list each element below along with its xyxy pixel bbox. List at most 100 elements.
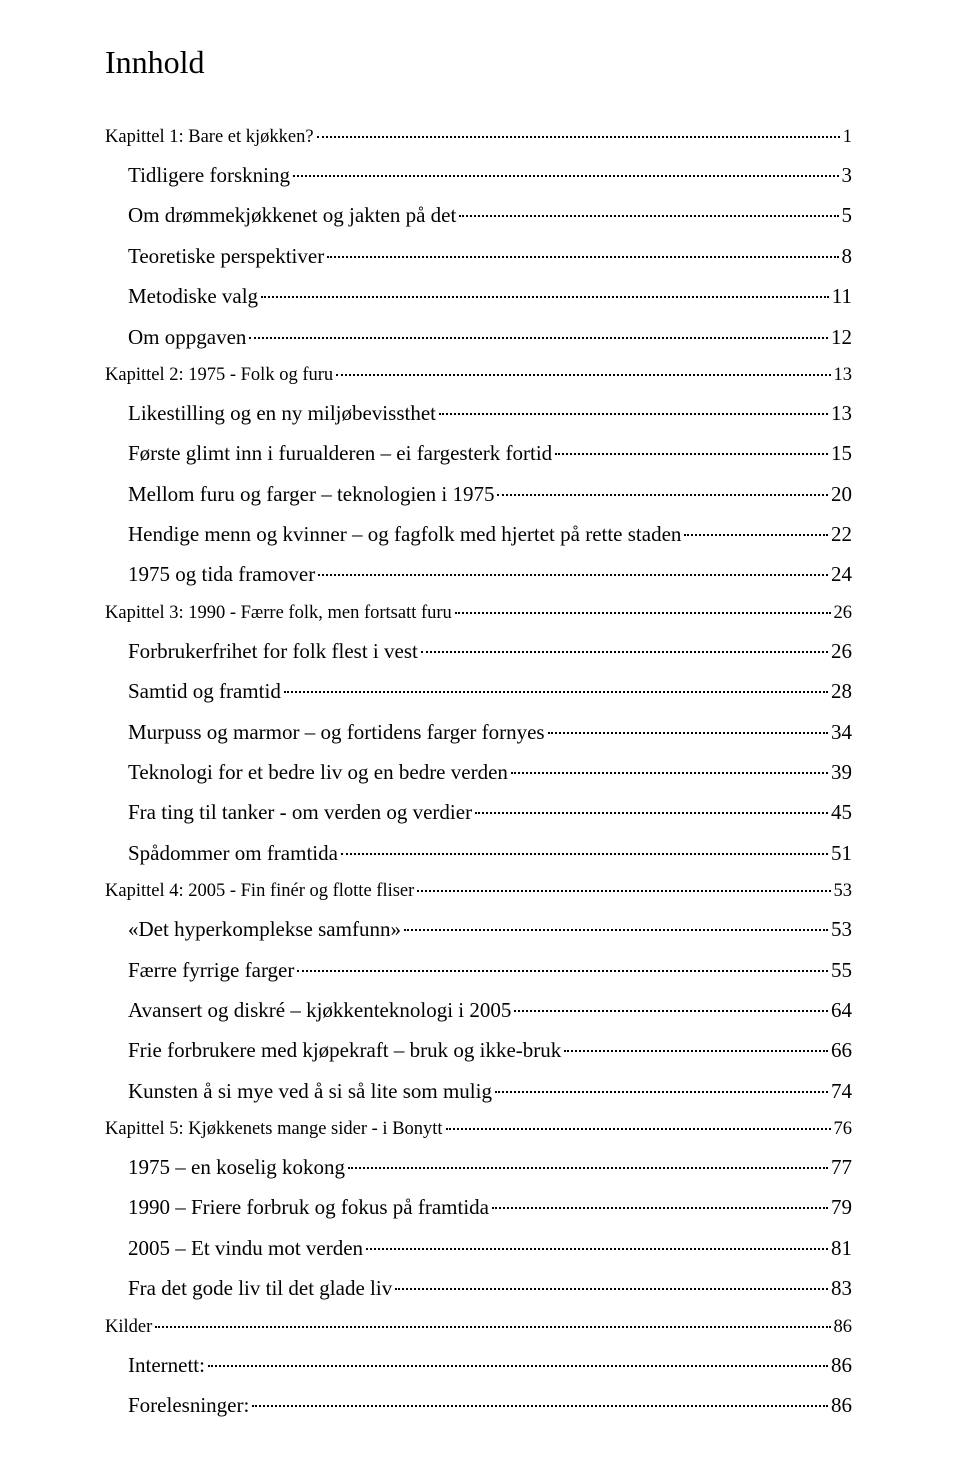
toc-entry-label: 1990 – Friere forbruk og fokus på framti… — [128, 1193, 489, 1222]
toc-sub-entry: 1975 og tida framover 24 — [105, 560, 852, 589]
toc-entry-label: Tidligere forskning — [128, 161, 290, 190]
toc-sub-entry: Forelesninger: 86 — [105, 1391, 852, 1420]
toc-entry-label: Kapittel 2: 1975 - Folk og furu — [105, 363, 333, 388]
toc-entry-page: 76 — [834, 1117, 853, 1142]
toc-entry-label: Murpuss og marmor – og fortidens farger … — [128, 718, 545, 747]
toc-sub-entry: Likestilling og en ny miljøbevissthet13 — [105, 399, 852, 428]
toc-sub-entry: Forbrukerfrihet for folk flest i vest 26 — [105, 637, 852, 666]
toc-entry-page: 86 — [831, 1391, 852, 1420]
toc-entry-page: 86 — [834, 1315, 853, 1340]
toc-chapter-entry: Kapittel 4: 2005 - Fin finér og flotte f… — [105, 879, 852, 904]
toc-sub-entry: Frie forbrukere med kjøpekraft – bruk og… — [105, 1036, 852, 1065]
toc-leader-dots — [348, 1167, 828, 1169]
toc-leader-dots — [297, 970, 828, 972]
toc-entry-page: 66 — [831, 1036, 852, 1065]
toc-leader-dots — [548, 732, 828, 734]
toc-leader-dots — [475, 812, 828, 814]
toc-entry-label: Forelesninger: — [128, 1391, 249, 1420]
toc-sub-entry: Samtid og framtid28 — [105, 677, 852, 706]
toc-leader-dots — [455, 612, 831, 614]
toc-sub-entry: «Det hyperkomplekse samfunn»53 — [105, 915, 852, 944]
toc-leader-dots — [404, 929, 828, 931]
toc-entry-page: 8 — [842, 242, 853, 271]
toc-leader-dots — [495, 1091, 828, 1093]
toc-leader-dots — [336, 374, 830, 376]
toc-leader-dots — [317, 136, 840, 138]
toc-leader-dots — [261, 296, 829, 298]
page-title: Innhold — [105, 44, 852, 81]
toc-entry-label: Kapittel 1: Bare et kjøkken? — [105, 125, 314, 150]
toc-entry-label: 2005 – Et vindu mot verden — [128, 1234, 363, 1263]
toc-sub-entry: Første glimt inn i furualderen – ei farg… — [105, 439, 852, 468]
toc-entry-label: Færre fyrrige farger — [128, 956, 294, 985]
toc-entry-label: Frie forbrukere med kjøpekraft – bruk og… — [128, 1036, 561, 1065]
toc-chapter-entry: Kapittel 2: 1975 - Folk og furu13 — [105, 363, 852, 388]
toc-entry-label: Første glimt inn i furualderen – ei farg… — [128, 439, 552, 468]
toc-entry-page: 13 — [831, 399, 852, 428]
toc-entry-label: Spådommer om framtida — [128, 839, 338, 868]
toc-entry-label: Samtid og framtid — [128, 677, 281, 706]
toc-entry-label: Kapittel 5: Kjøkkenets mange sider - i B… — [105, 1117, 443, 1142]
toc-entry-label: Kapittel 3: 1990 - Færre folk, men forts… — [105, 601, 452, 626]
toc-entry-label: Fra det gode liv til det glade liv — [128, 1274, 392, 1303]
toc-entry-label: Mellom furu og farger – teknologien i 19… — [128, 480, 494, 509]
toc-entry-label: Avansert og diskré – kjøkkenteknologi i … — [128, 996, 511, 1025]
toc-sub-entry: Tidligere forskning3 — [105, 161, 852, 190]
toc-entry-label: Kilder — [105, 1315, 152, 1340]
toc-entry-page: 53 — [831, 915, 852, 944]
toc-entry-page: 26 — [834, 601, 853, 626]
toc-entry-label: Om drømmekjøkkenet og jakten på det — [128, 201, 456, 230]
toc-leader-dots — [514, 1010, 828, 1012]
toc-leader-dots — [155, 1326, 830, 1328]
toc-entry-page: 74 — [831, 1077, 852, 1106]
toc-entry-label: Internett: — [128, 1351, 205, 1380]
toc-entry-label: Teknologi for et bedre liv og en bedre v… — [128, 758, 508, 787]
toc-entry-page: 1 — [843, 125, 852, 150]
toc-leader-dots — [446, 1128, 831, 1130]
toc-entry-page: 11 — [832, 282, 852, 311]
toc-sub-entry: Fra det gode liv til det glade liv83 — [105, 1274, 852, 1303]
toc-entry-page: 26 — [831, 637, 852, 666]
toc-sub-entry: Spådommer om framtida 51 — [105, 839, 852, 868]
toc-leader-dots — [459, 215, 838, 217]
toc-sub-entry: Hendige menn og kvinner – og fagfolk med… — [105, 520, 852, 549]
toc-sub-entry: Fra ting til tanker - om verden og verdi… — [105, 798, 852, 827]
toc-leader-dots — [208, 1365, 828, 1367]
toc-entry-page: 39 — [831, 758, 852, 787]
toc-leader-dots — [417, 890, 830, 892]
toc-entry-page: 53 — [834, 879, 853, 904]
toc-sub-entry: Om drømmekjøkkenet og jakten på det 5 — [105, 201, 852, 230]
toc-chapter-entry: Kapittel 5: Kjøkkenets mange sider - i B… — [105, 1117, 852, 1142]
toc-chapter-entry: Kapittel 3: 1990 - Færre folk, men forts… — [105, 601, 852, 626]
toc-leader-dots — [511, 772, 828, 774]
toc-leader-dots — [293, 175, 839, 177]
toc-leader-dots — [421, 651, 828, 653]
toc-entry-label: Kapittel 4: 2005 - Fin finér og flotte f… — [105, 879, 414, 904]
document-page: Innhold Kapittel 1: Bare et kjøkken? 1 Tid… — [0, 0, 960, 1481]
toc-entry-label: 1975 – en koselig kokong — [128, 1153, 345, 1182]
toc-entry-page: 51 — [831, 839, 852, 868]
toc-entry-label: Teoretiske perspektiver — [128, 242, 324, 271]
toc-entry-page: 34 — [831, 718, 852, 747]
toc-entry-label: Forbrukerfrihet for folk flest i vest — [128, 637, 418, 666]
toc-leader-dots — [555, 453, 828, 455]
toc-leader-dots — [684, 534, 828, 536]
table-of-contents: Kapittel 1: Bare et kjøkken? 1 Tidligere f… — [105, 125, 852, 1420]
toc-leader-dots — [252, 1405, 828, 1407]
toc-entry-page: 22 — [831, 520, 852, 549]
toc-entry-label: 1975 og tida framover — [128, 560, 315, 589]
toc-entry-page: 55 — [831, 956, 852, 985]
toc-entry-page: 64 — [831, 996, 852, 1025]
toc-entry-page: 5 — [842, 201, 853, 230]
toc-leader-dots — [366, 1248, 828, 1250]
toc-sub-entry: 2005 – Et vindu mot verden81 — [105, 1234, 852, 1263]
toc-sub-entry: 1975 – en koselig kokong77 — [105, 1153, 852, 1182]
toc-entry-page: 20 — [831, 480, 852, 509]
toc-leader-dots — [341, 853, 828, 855]
toc-chapter-entry: Kilder 86 — [105, 1315, 852, 1340]
toc-sub-entry: Murpuss og marmor – og fortidens farger … — [105, 718, 852, 747]
toc-entry-page: 86 — [831, 1351, 852, 1380]
toc-entry-page: 45 — [831, 798, 852, 827]
toc-sub-entry: Mellom furu og farger – teknologien i 19… — [105, 480, 852, 509]
toc-entry-page: 24 — [831, 560, 852, 589]
